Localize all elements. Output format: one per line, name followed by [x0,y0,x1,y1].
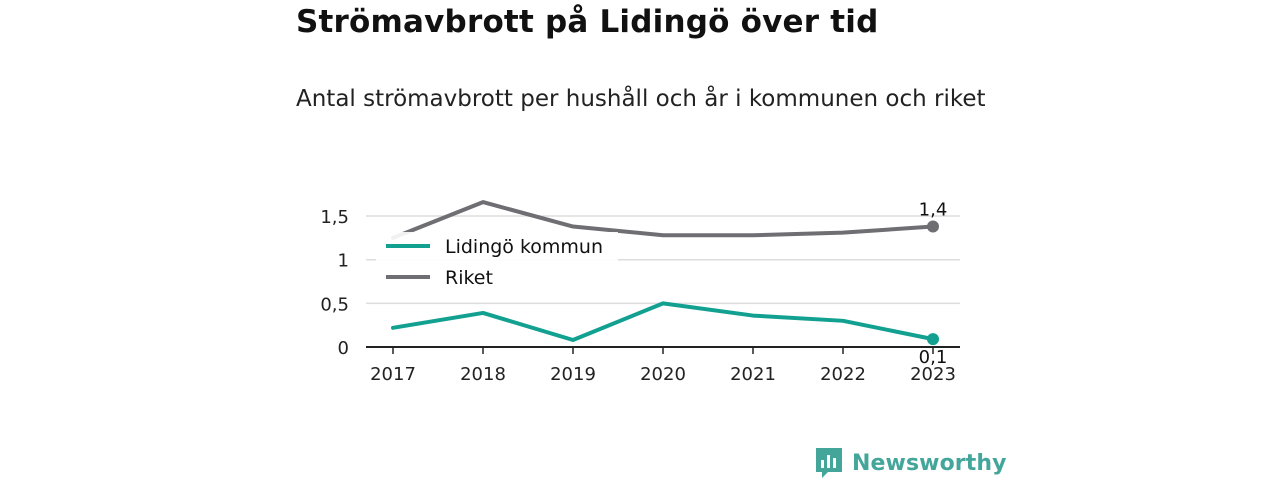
series [391,200,939,346]
end-labels: 0,1 1,4 [919,200,948,369]
x-tick-label: 2021 [730,364,776,385]
chart-subtitle: Antal strömavbrott per hushåll och år i … [296,86,986,112]
legend: Lidingö kommun Riket [376,232,618,294]
newsworthy-logo: Newsworthy [814,446,1007,480]
y-tick-label: 1 [338,251,349,272]
x-tick-label: 2020 [640,364,686,385]
newsworthy-logo-icon [816,448,842,478]
series-line [391,301,935,343]
x-tick-label: 2022 [820,364,866,385]
end-value-label: 1,4 [919,200,948,221]
y-axis-ticks: 0 0,5 1 1,5 [320,207,349,359]
y-tick-label: 0,5 [320,294,349,315]
legend-label: Riket [445,267,493,289]
series-end-point [927,220,939,233]
x-tick-label: 2023 [910,364,956,385]
x-tick-label: 2019 [550,364,596,385]
logo-text: Newsworthy [852,450,1007,476]
x-tick-label: 2017 [370,364,416,385]
y-tick-label: 0 [338,338,349,359]
x-axis-ticks: 2017 2018 2019 2020 2021 2022 2023 [370,347,956,385]
chart-title: Strömavbrott på Lidingö över tid [296,4,879,40]
legend-background [376,232,618,294]
end-value-label: 0,1 [919,347,948,368]
legend-label: Lidingö kommun [445,236,603,258]
series-end-point [927,333,939,346]
y-tick-label: 1,5 [320,207,349,228]
x-tick-label: 2018 [460,364,506,385]
